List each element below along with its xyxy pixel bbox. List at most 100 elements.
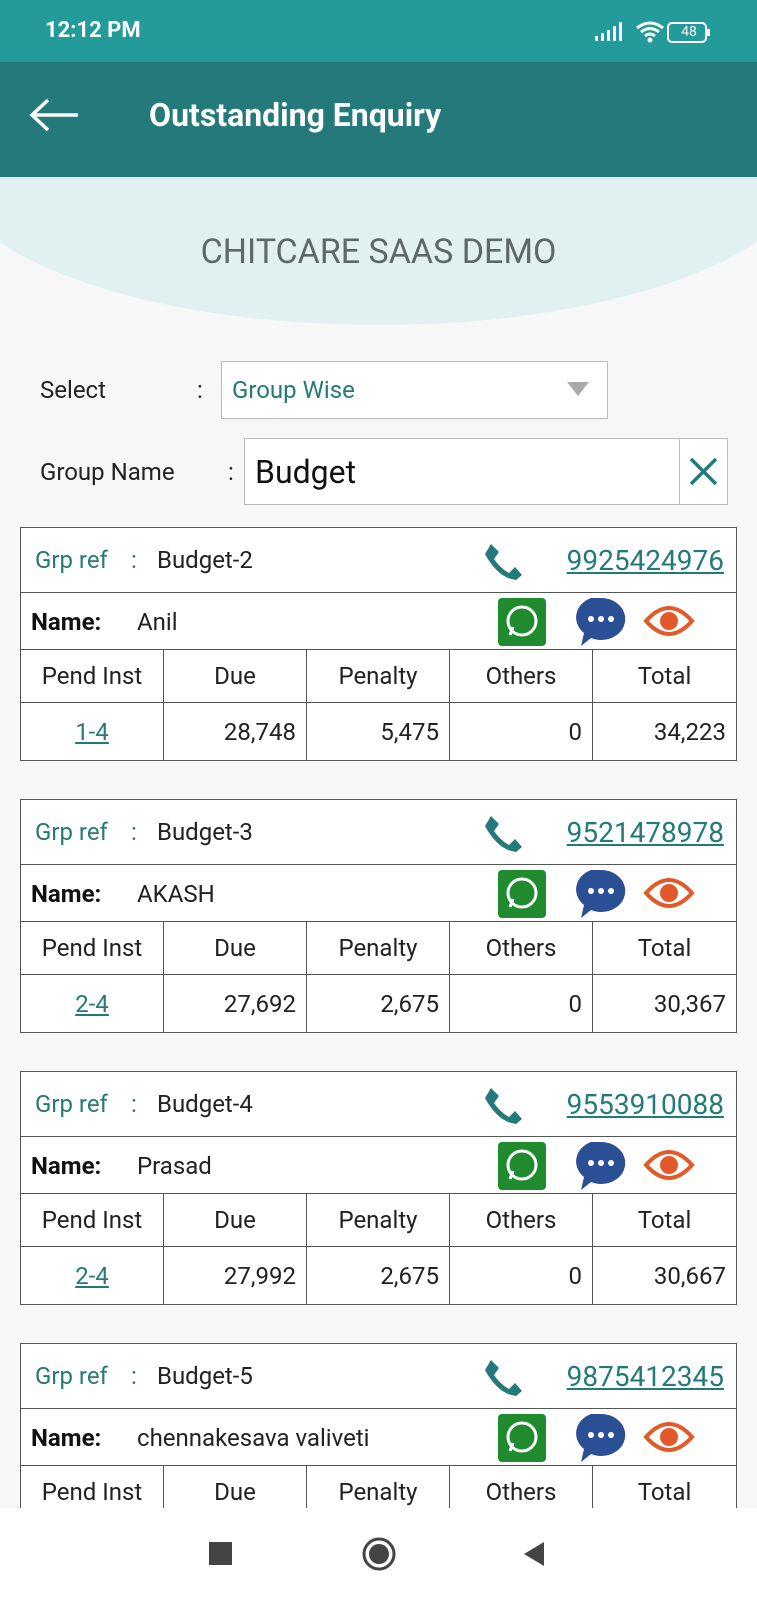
action-icons (498, 1413, 695, 1462)
amount-cell: 30,667 (593, 1247, 736, 1304)
action-icons (498, 597, 695, 646)
select-label: Select (40, 376, 106, 404)
amount-cell: 34,223 (593, 703, 736, 760)
amount: 0 (568, 989, 583, 1018)
amount: 27,692 (223, 989, 296, 1018)
column-header: Due (164, 922, 307, 974)
name: Prasad (137, 1152, 212, 1180)
name: AKASH (137, 880, 215, 908)
name-label: Name: (31, 880, 102, 908)
ref-row: Grp ref: Budget-3 9521478978 (21, 800, 736, 865)
name-row: Name: chennakesava valiveti (21, 1409, 736, 1466)
phone-icon (483, 542, 523, 584)
column-header: Pend Inst (21, 650, 164, 702)
amount-row: 1-4 28,748 5,475 0 34,223 (21, 703, 736, 760)
enquiry-card: Grp ref: Budget-3 9521478978 Name: AKASH Pen… (20, 799, 737, 1033)
actions[interactable] (498, 865, 748, 926)
action-icons (498, 1141, 695, 1190)
column-header: Others (450, 1466, 593, 1508)
select-dropdown[interactable]: Group Wise (221, 361, 608, 419)
amount-cell: 2,675 (307, 1247, 450, 1304)
pend-inst-link[interactable]: 2-4 (75, 989, 109, 1018)
column-header: Penalty (307, 650, 450, 702)
separator: : (131, 818, 137, 846)
name-label: Name: (31, 1152, 102, 1180)
header-row: Pend Inst Due Penalty Others Total (21, 1194, 736, 1247)
amount-cell: 2-4 (21, 1247, 164, 1304)
title: Outstanding Enquiry (149, 96, 442, 134)
phone (485, 816, 522, 852)
grp-ref: Budget-5 (157, 1362, 253, 1390)
name-label: Name: (31, 608, 102, 636)
amount: 30,367 (653, 989, 726, 1018)
amount: 2,675 (380, 1261, 439, 1290)
amount: 28,748 (223, 717, 296, 746)
amount-cell: 2,675 (307, 975, 450, 1032)
company: CHITCARE SAAS DEMO (200, 232, 557, 272)
phone (485, 1088, 522, 1124)
column-header: Due (164, 1194, 307, 1246)
enquiry-card: Grp ref: Budget-4 9553910088 Name: Prasad Pe… (20, 1071, 737, 1305)
status-icons (595, 21, 710, 43)
actions[interactable] (498, 593, 748, 654)
back-button[interactable] (28, 98, 80, 132)
column-header: Penalty (307, 1194, 450, 1246)
column-header: Total (637, 1478, 692, 1506)
pend-inst-link[interactable]: 1-4 (75, 717, 109, 746)
separator: : (131, 546, 137, 574)
amount: 30,667 (653, 1261, 726, 1290)
enquiry-card: Grp ref: Budget-2 9925424976 Name: Anil Pend… (20, 527, 737, 761)
amount: 0 (568, 1261, 583, 1290)
amount: 0 (568, 717, 583, 746)
grp-ref-label: Grp ref (35, 1090, 108, 1118)
app-bar: Outstanding Enquiry (0, 62, 757, 177)
column-header: Total (637, 662, 692, 690)
amount: 2,675 (380, 989, 439, 1018)
column-header: Pend Inst (21, 1466, 164, 1508)
actions[interactable] (498, 1409, 748, 1470)
column-header: Others (450, 1194, 593, 1246)
actions[interactable] (498, 1137, 748, 1198)
status-bar: 12:12 PM 48 (0, 0, 757, 62)
column-header: Pend Inst (21, 922, 164, 974)
enquiry-card: Grp ref: Budget-5 9875412345 Name: chennakes… (20, 1343, 737, 1508)
separator: : (228, 458, 234, 486)
header-row: Pend Inst Due Penalty Others Total (21, 922, 736, 975)
grp-ref: Budget-2 (157, 546, 253, 574)
column-header: Penalty (307, 1466, 450, 1508)
nav-bar (0, 1508, 757, 1600)
phone-number[interactable]: 9925424976 (566, 544, 724, 577)
amount-cell: 28,748 (164, 703, 307, 760)
banner-arc (0, 177, 757, 325)
phone-number[interactable]: 9553910088 (566, 1088, 724, 1121)
column-header: Due (164, 650, 307, 702)
name-row: Name: AKASH (21, 865, 736, 922)
select-value: Group Wise (232, 376, 355, 404)
pend-inst-link[interactable]: 2-4 (75, 1261, 109, 1290)
amount-cell: 0 (450, 1247, 593, 1304)
phone-number[interactable]: 9521478978 (566, 816, 724, 849)
phone-icon (483, 814, 523, 856)
ref-row: Grp ref: Budget-4 9553910088 (21, 1072, 736, 1137)
phone-icon (483, 1086, 523, 1128)
column-header: Due (164, 1466, 307, 1508)
separator: : (131, 1362, 137, 1390)
amount-row: 2-4 27,992 2,675 0 30,667 (21, 1247, 736, 1304)
amount-cell: 1-4 (21, 703, 164, 760)
clear-button[interactable] (679, 438, 728, 505)
dropdown-arrow (567, 382, 589, 396)
column-header: Penalty (307, 922, 450, 974)
card-list: Grp ref: Budget-2 9925424976 Name: Anil Pend… (20, 527, 737, 1508)
group-input[interactable]: Budget (244, 438, 680, 505)
amount-cell: 0 (450, 975, 593, 1032)
column-header: Total (637, 934, 692, 962)
amount-cell: 5,475 (307, 703, 450, 760)
amount-cell: 2-4 (21, 975, 164, 1032)
phone (485, 1360, 522, 1396)
column-header: Pend Inst (21, 1194, 164, 1246)
grp-ref-label: Grp ref (35, 1362, 108, 1390)
name: Anil (137, 608, 178, 636)
phone-number[interactable]: 9875412345 (566, 1360, 724, 1393)
column-header: Others (450, 650, 593, 702)
